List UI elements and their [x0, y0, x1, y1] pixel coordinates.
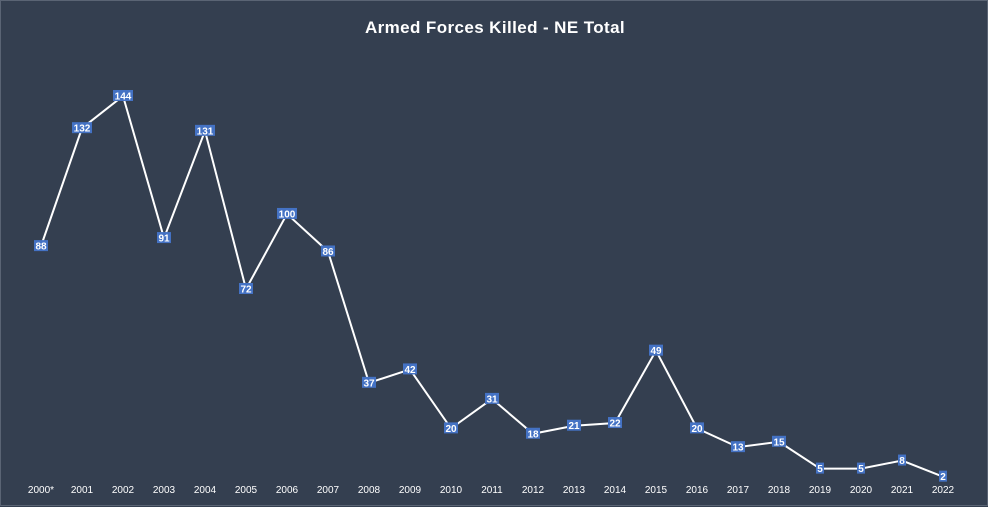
data-label: 21: [567, 419, 581, 432]
data-label-value: 37: [363, 378, 375, 389]
data-label-background: [608, 417, 622, 429]
data-label: 31: [485, 392, 499, 405]
data-label-value: 49: [650, 346, 662, 357]
data-label: 20: [444, 422, 458, 435]
data-label: 5: [816, 462, 824, 475]
x-tick-label: 2009: [399, 485, 422, 496]
x-tick-label: 2002: [112, 485, 135, 496]
data-label-value: 131: [197, 126, 214, 137]
data-label-background: [690, 422, 704, 434]
x-tick-label: 2011: [481, 485, 503, 496]
data-label-background: [444, 422, 458, 434]
x-tick-label: 2014: [604, 485, 627, 496]
data-label-value: 20: [445, 424, 457, 435]
data-label-value: 13: [732, 443, 744, 454]
data-label-background: [195, 124, 215, 136]
data-label-background: [113, 90, 133, 101]
data-label: 100: [277, 207, 297, 220]
data-label: 144: [113, 90, 133, 103]
data-label: 91: [157, 232, 171, 245]
data-label-value: 88: [35, 242, 47, 253]
data-label-value: 5: [817, 464, 823, 475]
data-label-value: 31: [486, 394, 498, 405]
data-label-background: [772, 435, 786, 447]
data-label-value: 91: [158, 234, 170, 245]
data-label: 37: [362, 376, 376, 389]
data-label-value: 15: [773, 437, 785, 448]
data-label-value: 5: [858, 464, 864, 475]
data-label-value: 8: [899, 456, 905, 467]
x-tick-label: 2001: [71, 485, 94, 496]
data-label: 42: [403, 363, 417, 376]
data-label-background: [526, 427, 540, 439]
x-tick-label: 2010: [440, 485, 463, 496]
data-label: 88: [34, 240, 48, 253]
data-label-background: [157, 232, 171, 244]
data-label: 49: [649, 344, 663, 357]
x-tick-label: 2021: [891, 485, 914, 496]
x-tick-label: 2006: [276, 485, 299, 496]
x-tick-label: 2016: [686, 485, 709, 496]
x-tick-label: 2022: [932, 485, 955, 496]
data-label-value: 144: [115, 92, 132, 103]
data-label: 13: [731, 441, 745, 454]
data-label-value: 132: [74, 124, 91, 135]
data-label-background: [34, 240, 48, 252]
x-tick-label: 2013: [563, 485, 586, 496]
data-label-value: 21: [568, 421, 580, 432]
data-label-background: [321, 245, 335, 257]
data-label-value: 2: [940, 472, 946, 483]
data-label-background: [277, 207, 297, 219]
data-label-background: [816, 462, 824, 474]
data-label-background: [485, 392, 499, 404]
data-label-value: 72: [240, 285, 252, 296]
x-tick-label: 2012: [522, 485, 545, 496]
x-tick-label: 2015: [645, 485, 668, 496]
data-label-background: [898, 454, 906, 466]
data-label-background: [649, 344, 663, 356]
data-label: 22: [608, 417, 622, 430]
data-label-background: [239, 283, 253, 294]
data-label-value: 20: [691, 424, 703, 435]
chart-title: Armed Forces Killed - NE Total: [364, 18, 626, 37]
data-label: 2: [939, 470, 947, 483]
data-label-background: [567, 419, 581, 431]
data-label-value: 86: [322, 247, 334, 258]
data-label: 15: [772, 435, 786, 448]
data-label-value: 42: [404, 365, 416, 376]
data-label-background: [731, 441, 745, 453]
x-tick-label: 2018: [768, 485, 791, 496]
data-label: 8: [898, 454, 906, 467]
x-tick-label: 2019: [809, 485, 832, 496]
x-tick-label: 2007: [317, 485, 340, 496]
series-line: [40, 94, 944, 478]
data-label: 5: [857, 462, 865, 475]
data-label-background: [939, 470, 947, 482]
x-tick-label: 2017: [727, 485, 750, 496]
x-tick-label: 2004: [194, 485, 217, 496]
data-label: 131: [195, 124, 215, 137]
x-tick-label: 2020: [850, 485, 873, 496]
data-label: 132: [72, 122, 92, 135]
data-label-value: 22: [609, 419, 621, 430]
data-label: 86: [321, 245, 335, 258]
x-tick-label: 2008: [358, 485, 381, 496]
data-label-value: 18: [527, 429, 539, 440]
x-tick-label: 2005: [235, 485, 258, 496]
data-label-background: [857, 462, 865, 474]
x-tick-label: 2000*: [28, 485, 54, 496]
data-label-background: [362, 376, 376, 388]
x-tick-label: 2003: [153, 485, 176, 496]
data-label-background: [403, 363, 417, 375]
data-label-value: 100: [279, 209, 296, 220]
data-label: 72: [239, 283, 253, 296]
data-label: 18: [526, 427, 540, 440]
data-label: 20: [690, 422, 704, 435]
data-label-background: [72, 122, 92, 134]
